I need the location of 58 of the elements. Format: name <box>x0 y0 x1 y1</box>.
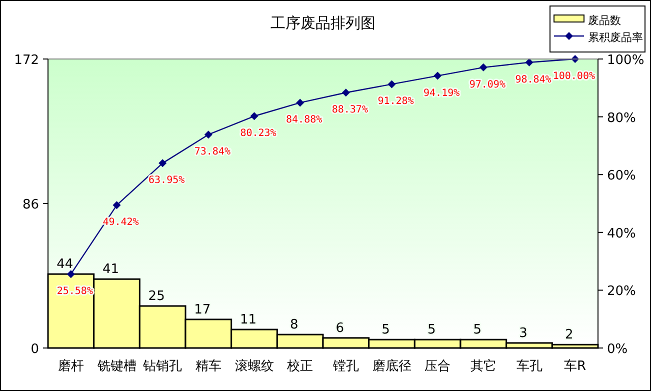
chart-title: 工序废品排列图 <box>270 14 376 32</box>
y2-tick-label: 0% <box>607 342 628 357</box>
x-tick-label: 磨杆 <box>58 359 84 374</box>
y2-tick-label: 40% <box>607 226 636 242</box>
x-tick-label: 压合 <box>424 359 451 374</box>
y2-tick-label: 100% <box>607 53 644 68</box>
point <box>342 88 350 97</box>
data-label: 25.58% <box>56 286 93 298</box>
point <box>388 80 396 88</box>
data-label: 5 <box>427 322 436 338</box>
data-label: 91.28% <box>378 96 414 108</box>
data-label: 8 <box>290 318 298 333</box>
point <box>112 201 121 210</box>
x-tick-label: 磨底径 <box>372 359 412 374</box>
y2-tick-label: 60% <box>607 168 636 184</box>
data-label: 100.00% <box>552 71 595 82</box>
data-label: 73.84% <box>194 146 230 158</box>
data-label: 11 <box>240 312 257 328</box>
data-label: 2 <box>564 328 574 343</box>
data-label: 98.84% <box>515 74 552 86</box>
data-label: 80.23% <box>240 128 276 140</box>
y-tick-label: 86 <box>22 198 39 212</box>
data-label: 84.88% <box>286 114 322 126</box>
x-tick-label: 滚螺纹 <box>234 359 274 374</box>
data-label: 44 <box>56 257 74 272</box>
point <box>250 112 258 120</box>
x-tick-label: 铣键槽 <box>96 359 136 374</box>
x-tick-label: 精车 <box>195 359 222 374</box>
data-label: 5 <box>473 322 482 338</box>
point <box>479 63 488 72</box>
data-label: 5 <box>382 322 390 338</box>
y2-tick-label: 80% <box>607 110 636 126</box>
point <box>434 72 442 80</box>
point <box>525 58 534 66</box>
legend-label: 废品数 <box>588 14 621 27</box>
data-label: 88.37% <box>332 104 368 116</box>
point <box>296 98 304 107</box>
x-tick-label: 钻销孔 <box>142 359 182 374</box>
data-label: 97.09% <box>469 79 506 90</box>
point <box>204 130 212 139</box>
data-label: 25 <box>148 288 165 304</box>
data-label: 41 <box>102 262 120 278</box>
data-label: 6 <box>336 320 344 336</box>
x-tick-label: 镗孔 <box>332 359 359 374</box>
legend-label: 累积废品率 <box>588 31 643 44</box>
data-label: 17 <box>194 302 211 318</box>
data-label: 63.95% <box>148 175 185 186</box>
y-tick-label: 0 <box>30 342 39 357</box>
x-tick-label: 车孔 <box>516 359 542 374</box>
data-label: 94.19% <box>424 88 460 99</box>
point <box>158 159 167 168</box>
y-tick-label: 172 <box>14 53 39 68</box>
x-tick-label: 校正 <box>286 359 314 374</box>
y2-tick-label: 20% <box>607 284 636 300</box>
data-label: 3 <box>519 326 528 341</box>
x-tick-label: 其它 <box>470 358 496 374</box>
point <box>66 270 75 278</box>
x-tick-label: 车R <box>564 359 586 374</box>
